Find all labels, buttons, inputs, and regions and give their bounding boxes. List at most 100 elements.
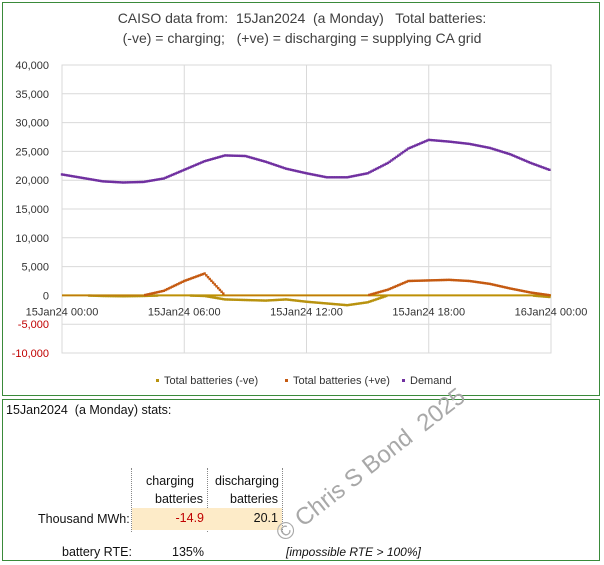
data-point	[301, 171, 305, 174]
chart-frame	[2, 2, 600, 396]
data-point	[461, 279, 464, 282]
data-point	[447, 278, 451, 282]
data-point	[143, 180, 147, 183]
data-point	[541, 166, 544, 169]
data-point	[437, 139, 441, 142]
data-point	[257, 299, 261, 302]
data-point	[415, 143, 419, 147]
data-point	[344, 176, 347, 179]
x-tick-label: 15Jan24 00:00	[26, 306, 99, 318]
data-point	[266, 161, 269, 164]
data-point	[408, 279, 412, 283]
data-point	[267, 299, 271, 302]
data-point	[177, 282, 181, 285]
data-point	[368, 300, 371, 303]
data-point	[283, 166, 286, 170]
data-point	[247, 155, 250, 159]
data-point	[240, 154, 244, 158]
data-point	[471, 280, 475, 283]
data-point	[300, 170, 303, 174]
data-point	[329, 302, 332, 305]
data-point	[515, 288, 519, 292]
data-point	[366, 301, 369, 304]
data-point	[303, 171, 307, 175]
y-tick-label: 10,000	[15, 233, 49, 245]
series-1	[62, 272, 552, 297]
data-point	[196, 162, 200, 166]
y-tick-label: 25,000	[15, 146, 49, 158]
data-point	[334, 176, 337, 179]
data-point	[337, 303, 340, 306]
data-point	[152, 179, 155, 182]
data-point	[395, 155, 398, 159]
data-point	[230, 298, 233, 301]
data-point	[415, 279, 419, 282]
data-point	[442, 278, 446, 282]
data-point	[363, 172, 366, 176]
data-point	[239, 298, 242, 302]
data-point	[524, 290, 527, 293]
data-point	[191, 165, 194, 168]
data-point	[527, 290, 531, 294]
data-point	[213, 157, 217, 160]
data-point	[60, 173, 64, 176]
data-point	[279, 298, 283, 301]
data-point	[99, 294, 103, 298]
data-point	[497, 149, 500, 152]
data-point	[520, 289, 524, 293]
data-point	[290, 168, 293, 172]
data-point	[480, 281, 483, 284]
data-point	[98, 179, 101, 182]
data-point	[503, 286, 507, 289]
data-point	[106, 180, 110, 183]
data-point	[179, 281, 183, 284]
data-point	[223, 154, 227, 157]
data-point	[532, 162, 536, 166]
data-point	[517, 288, 520, 292]
data-point	[381, 295, 385, 299]
data-point	[281, 166, 284, 169]
data-point	[527, 161, 531, 164]
data-point	[500, 150, 503, 153]
data-point	[269, 299, 273, 302]
data-point	[152, 291, 155, 295]
data-point	[473, 143, 476, 147]
data-point	[424, 140, 427, 143]
data-point	[405, 148, 408, 151]
data-point	[464, 279, 468, 283]
data-point	[481, 145, 485, 148]
data-point	[110, 180, 113, 184]
data-point	[376, 166, 380, 170]
data-point	[312, 173, 315, 176]
data-point	[218, 288, 222, 292]
data-point	[400, 282, 403, 286]
data-point	[344, 303, 347, 307]
data-point	[305, 300, 308, 303]
data-point	[206, 295, 210, 298]
data-point	[159, 290, 162, 293]
data-point	[149, 179, 152, 182]
data-point	[522, 158, 526, 162]
data-point	[476, 144, 480, 147]
data-point	[157, 178, 160, 181]
data-point	[329, 176, 332, 179]
data-point	[318, 301, 322, 305]
data-point	[454, 279, 458, 282]
data-point	[196, 294, 200, 297]
data-point	[539, 292, 543, 296]
y-tick-label: 40,000	[15, 60, 49, 72]
data-point	[544, 167, 548, 170]
data-point	[154, 291, 157, 294]
data-point	[459, 141, 463, 145]
data-point	[104, 294, 108, 298]
data-point	[189, 277, 193, 280]
y-tick-label: 5,000	[21, 262, 49, 274]
data-point	[160, 289, 164, 293]
data-point	[441, 139, 444, 143]
data-point	[254, 157, 257, 161]
data-point	[322, 175, 325, 178]
data-point	[218, 155, 222, 159]
data-point	[412, 145, 415, 148]
data-point	[261, 159, 264, 163]
data-point	[544, 293, 548, 296]
